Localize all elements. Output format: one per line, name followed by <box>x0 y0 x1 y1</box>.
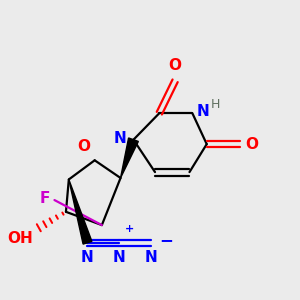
Text: N: N <box>81 250 94 265</box>
Text: N: N <box>197 104 209 119</box>
Text: F: F <box>40 191 50 206</box>
Text: OH: OH <box>7 231 33 246</box>
Text: N: N <box>113 250 125 265</box>
Text: O: O <box>77 140 90 154</box>
Text: N: N <box>113 131 126 146</box>
Text: +: + <box>125 224 134 234</box>
Text: O: O <box>169 58 182 74</box>
Text: O: O <box>245 136 259 152</box>
Polygon shape <box>121 138 138 178</box>
Text: N: N <box>144 250 157 265</box>
Text: −: − <box>159 231 173 249</box>
Text: H: H <box>211 98 220 111</box>
Polygon shape <box>69 179 92 244</box>
